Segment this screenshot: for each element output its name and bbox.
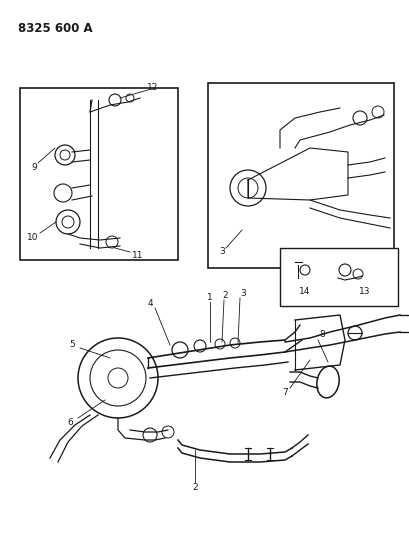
Text: 6: 6 — [67, 418, 73, 427]
Text: 11: 11 — [132, 251, 144, 260]
Bar — [279, 248, 397, 306]
Text: 2: 2 — [222, 290, 227, 300]
Text: 8325 600 A: 8325 600 A — [18, 22, 92, 35]
Text: 3: 3 — [240, 288, 245, 297]
Text: 9: 9 — [31, 163, 37, 172]
Text: 4: 4 — [147, 298, 153, 308]
Text: 14: 14 — [299, 287, 310, 296]
Text: 1: 1 — [207, 293, 212, 302]
Text: 5: 5 — [69, 341, 75, 350]
Text: 3: 3 — [218, 247, 224, 256]
Text: 12: 12 — [147, 83, 158, 92]
Text: 10: 10 — [27, 233, 39, 243]
Text: 8: 8 — [318, 330, 324, 340]
Bar — [207, 83, 393, 268]
Bar — [20, 88, 178, 260]
Text: 13: 13 — [358, 287, 370, 296]
Text: 2: 2 — [192, 483, 197, 492]
Text: 7: 7 — [281, 389, 287, 398]
